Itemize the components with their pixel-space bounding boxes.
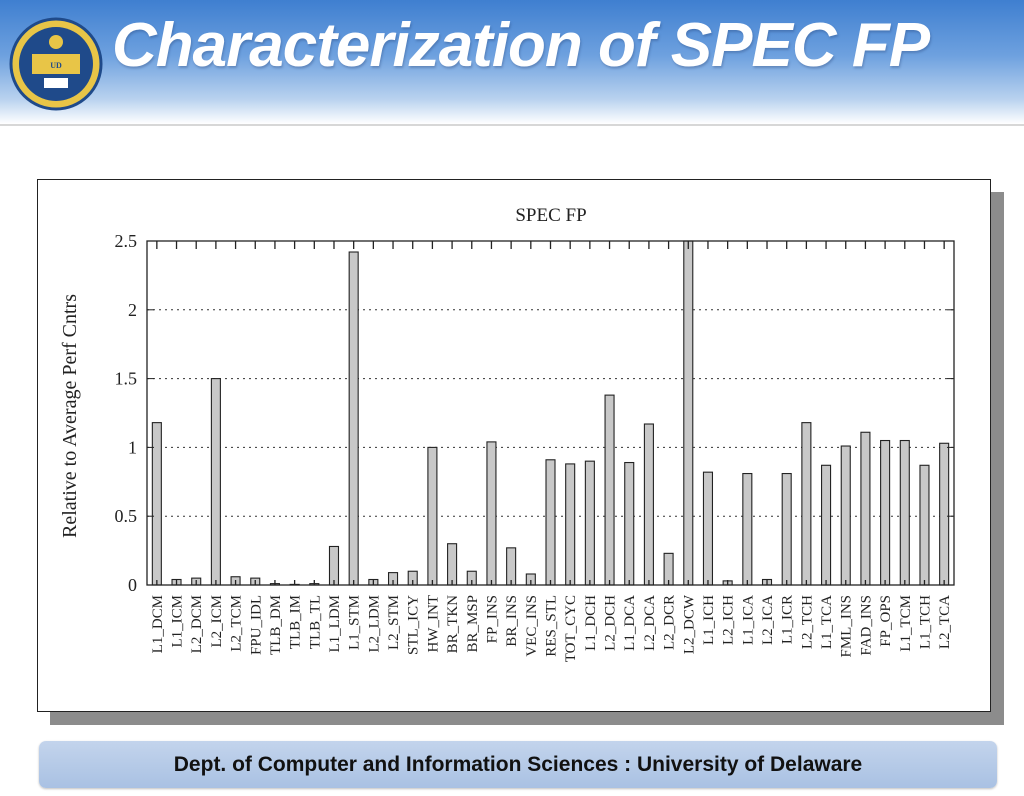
bar [427, 446, 438, 586]
x-tick-label: VEC_INS [524, 595, 540, 657]
x-tick-label: TLB_TL [307, 595, 323, 649]
x-tick-label: L2_DCA [642, 595, 658, 651]
x-tick-label: BR_MSP [465, 595, 481, 653]
x-tick-label: L1_DCM [150, 595, 166, 653]
bar [584, 460, 595, 586]
x-tick-label: STL_ICY [406, 595, 422, 655]
bar [506, 547, 517, 586]
x-tick-label: L1_DCH [583, 595, 599, 651]
x-tick-label: BR_INS [504, 595, 520, 647]
bar [781, 472, 792, 586]
y-tick-label: 0 [128, 575, 137, 595]
bar [328, 545, 340, 586]
x-tick-label: L2_ICH [721, 595, 737, 645]
x-tick-label: L1_TCA [819, 595, 835, 649]
bar [624, 461, 635, 586]
bar [348, 251, 359, 586]
slide-footer: Dept. of Computer and Information Scienc… [39, 741, 997, 788]
chart-panel: SPEC FP Relative to Average Perf Cntrs 0… [37, 179, 991, 712]
x-tick-label: L1_TCH [917, 595, 933, 649]
x-tick-label: L2_TCA [937, 595, 953, 649]
x-tick-label: TLB_DM [268, 595, 284, 655]
bars [151, 240, 950, 586]
x-tick-label: L2_ICA [760, 595, 776, 645]
x-tick-label: L2_TCM [229, 595, 245, 652]
x-tick-label: L2_DCM [189, 595, 205, 653]
bar [643, 423, 654, 586]
x-tick-label: L2_TCH [799, 595, 815, 649]
bar [486, 441, 497, 586]
y-tick-label: 2 [128, 300, 137, 320]
bar [742, 472, 753, 586]
x-tick-label: L1_ICH [701, 595, 717, 645]
x-tick-label: L2_DCR [662, 595, 678, 650]
university-seal-logo: UD [9, 17, 103, 111]
seal-sun-icon [49, 35, 63, 49]
x-tick-label: L2_ICM [209, 595, 225, 648]
bar-chart: SPEC FP Relative to Average Perf Cntrs 0… [59, 205, 955, 662]
seal-lettering: UD [50, 61, 62, 70]
x-tick-label: L2_DCW [681, 594, 697, 654]
x-tick-label: FPU_IDL [248, 595, 264, 655]
x-tick-label: FAD_INS [858, 595, 874, 656]
bar [447, 543, 458, 586]
seal-banner [32, 54, 80, 74]
seal-book-icon [44, 78, 68, 88]
bar [702, 471, 714, 586]
x-tick-label: BR_TKN [445, 595, 461, 654]
y-tick-label: 1.5 [115, 369, 138, 389]
x-tick-label: FP_OPS [878, 595, 894, 647]
plot-frame [146, 240, 955, 586]
bar [565, 463, 576, 586]
y-tick-label: 2.5 [115, 231, 138, 251]
bar [821, 464, 832, 586]
y-axis-label: Relative to Average Perf Cntrs [59, 294, 81, 538]
x-tick-label: L1_STM [347, 595, 363, 650]
x-tick-label: HW_INT [425, 595, 441, 652]
bar [899, 439, 910, 586]
bar [801, 422, 812, 586]
x-tick-label: L1_ICA [740, 595, 756, 645]
x-tick-label: L2_LDM [366, 595, 382, 653]
bar [545, 459, 556, 586]
bar [880, 439, 891, 586]
x-tick-label: TLB_IM [288, 595, 304, 649]
y-tick-label: 0.5 [115, 506, 138, 526]
x-tick-label: L1_TCM [898, 595, 914, 652]
x-tick-label: L1_DCA [622, 595, 638, 651]
x-tick-label: FP_INS [484, 595, 500, 643]
bar [604, 394, 615, 586]
x-tick-label: L1_ICM [170, 595, 186, 648]
bar [683, 240, 694, 586]
x-tick-label: RES_STL [544, 595, 560, 657]
bar [939, 442, 950, 586]
x-tick-label: L1_LDM [327, 595, 343, 653]
x-tick-label: L1_ICR [780, 595, 796, 644]
slide-header: UD Characterization of SPEC FP [0, 0, 1024, 126]
x-tick-label: L2_STM [386, 595, 402, 650]
chart-title: SPEC FP [515, 205, 586, 226]
x-tick-label: L2_DCH [603, 595, 619, 651]
y-tick-label: 1 [128, 437, 137, 457]
ticks: 00.511.522.5L1_DCM L1_ICM L2_DCM L2_ICM L2_T… [115, 231, 954, 662]
bar [860, 431, 871, 586]
footer-text: Dept. of Computer and Information Scienc… [173, 753, 863, 776]
bar [840, 445, 851, 586]
x-tick-label: FML_INS [839, 595, 855, 658]
bar [919, 464, 930, 586]
slide-title: Characterization of SPEC FP [112, 11, 930, 80]
x-tick-label: TOT_CYC [563, 595, 579, 662]
bar [210, 378, 221, 586]
